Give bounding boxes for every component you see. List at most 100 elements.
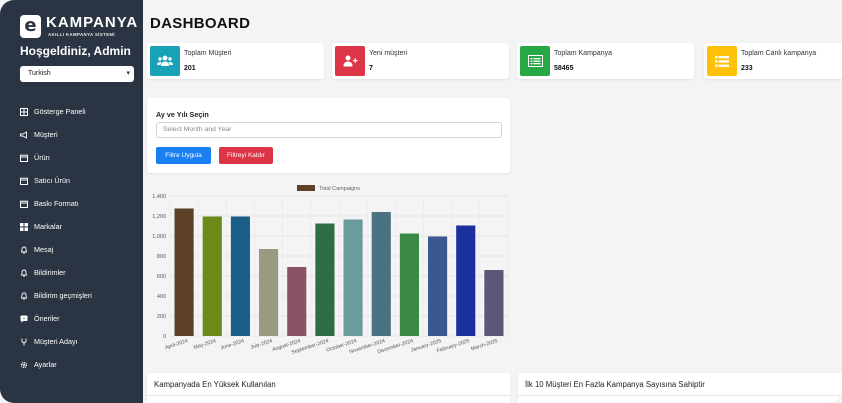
stat-label: Toplam Kampanya xyxy=(554,50,612,57)
user-plus-icon xyxy=(335,46,365,76)
top-used-campaign-title: Kampanyada En Yüksek Kullanılan xyxy=(154,380,276,389)
stat-label: Toplam Canlı kampanya xyxy=(741,50,817,57)
legend-label: Total Campaigns xyxy=(319,186,360,192)
chart-bars xyxy=(174,208,504,336)
card-divider xyxy=(518,395,842,396)
y-tick-label: 400 xyxy=(157,294,166,300)
chart-bar xyxy=(202,216,222,336)
chart-bar xyxy=(484,270,504,336)
dashboard-icon xyxy=(20,107,28,116)
sidebar-item-customer[interactable]: Müşteri xyxy=(0,123,143,146)
chart-bar xyxy=(399,233,419,336)
chart-bar xyxy=(456,225,476,336)
comment-icon xyxy=(20,315,28,323)
brand-logo-mark: e xyxy=(20,15,41,38)
x-tick-label: April-2024 xyxy=(164,338,188,351)
stat-value: 233 xyxy=(741,65,753,72)
sidebar-item-print-format[interactable]: Baskı Formatı xyxy=(0,192,143,215)
stat-card-total-customers[interactable]: Toplam Müşteri 201 xyxy=(147,43,324,79)
sidebar-item-lead[interactable]: Müşteri Adayı xyxy=(0,330,143,353)
x-tick-label: February-2025 xyxy=(436,338,470,354)
chart-bar xyxy=(230,216,250,336)
chart-bar xyxy=(287,267,307,336)
sidebar-item-seller-product[interactable]: Satıcı Ürün xyxy=(0,169,143,192)
stat-value: 201 xyxy=(184,65,196,72)
sidebar-item-label: Ayarlar xyxy=(34,360,57,369)
sidebar-item-message[interactable]: Mesaj xyxy=(0,238,143,261)
stat-label: Toplam Müşteri xyxy=(184,50,232,57)
sidebar-item-product[interactable]: Ürün xyxy=(0,146,143,169)
y-tick-label: 800 xyxy=(157,254,166,260)
stat-value: 7 xyxy=(369,65,373,72)
language-select[interactable]: Turkish ▾ xyxy=(20,66,134,82)
y-tick-label: 1,200 xyxy=(152,214,166,220)
stat-card-live-campaigns[interactable]: Toplam Canlı kampanya 233 xyxy=(704,43,842,79)
stat-label: Yeni müşteri xyxy=(369,50,408,57)
sidebar-item-label: Müşteri Adayı xyxy=(34,337,78,346)
language-select-value: Turkish xyxy=(28,70,51,77)
bell-icon xyxy=(20,269,28,277)
y-tick-label: 200 xyxy=(157,314,166,320)
calendar-icon xyxy=(20,154,28,162)
sidebar-item-label: Mesaj xyxy=(34,245,54,254)
month-year-input[interactable]: Select Month and Year xyxy=(156,122,502,138)
brand-logo[interactable]: e KAMPANYA AKILLI KAMPANYA SİSTEMİ xyxy=(20,13,140,41)
y-tick-label: 1,400 xyxy=(152,194,166,200)
chart-grid xyxy=(169,195,509,337)
sidebar-item-label: Satıcı Ürün xyxy=(34,176,70,185)
grid-icon xyxy=(20,222,28,231)
sidebar-item-label: Gösterge Paneli xyxy=(34,107,86,116)
top-customers-card: İlk 10 Müşteri En Fazla Kampanya Sayısın… xyxy=(518,373,842,403)
stat-card-total-campaigns[interactable]: Toplam Kampanya 58465 xyxy=(517,43,694,79)
filter-card: Ay ve Yılı Seçin Select Month and Year F… xyxy=(147,98,510,173)
fork-icon xyxy=(20,338,28,346)
welcome-text: Hoşgeldiniz, Admin xyxy=(20,44,131,58)
x-tick-label: June-2024 xyxy=(220,338,245,351)
sidebar-item-notification-history[interactable]: Bildirim geçmişleri xyxy=(0,284,143,307)
stat-value: 58465 xyxy=(554,65,574,72)
x-tick-label: May-2024 xyxy=(193,338,217,351)
card-divider xyxy=(147,395,510,396)
sidebar-item-dashboard[interactable]: Gösterge Paneli xyxy=(0,100,143,123)
legend-swatch xyxy=(297,185,315,191)
sidebar-item-brands[interactable]: Markalar xyxy=(0,215,143,238)
chart-bar xyxy=(174,208,194,336)
clear-filter-button[interactable]: Filtreyi Kaldır xyxy=(219,147,273,164)
x-tick-label: July-2024 xyxy=(250,338,273,351)
chart-y-ticks: 0 200 400 600 800 1,000 1,200 1,400 xyxy=(152,194,166,340)
chevron-down-icon: ▾ xyxy=(126,70,130,77)
main-content: DASHBOARD Toplam Müşteri 201 Yeni müşter… xyxy=(143,0,842,403)
sidebar-item-notifications[interactable]: Bildirimler xyxy=(0,261,143,284)
top-used-campaign-card: Kampanyada En Yüksek Kullanılan xyxy=(147,373,510,403)
sidebar-item-suggestions[interactable]: Öneriler xyxy=(0,307,143,330)
megaphone-icon xyxy=(20,130,28,139)
sidebar-item-label: Bildirimler xyxy=(34,268,66,277)
brand-tagline: AKILLI KAMPANYA SİSTEMİ xyxy=(48,32,115,37)
sidebar-item-label: Müşteri xyxy=(34,130,58,139)
x-tick-label: March-2025 xyxy=(470,338,498,352)
stat-card-new-customers[interactable]: Yeni müşteri 7 xyxy=(332,43,509,79)
sidebar-item-label: Baskı Formatı xyxy=(34,199,79,208)
y-tick-label: 0 xyxy=(163,334,166,340)
chart-bar xyxy=(259,249,279,336)
filter-title: Ay ve Yılı Seçin xyxy=(156,110,209,119)
chart-legend[interactable]: Total Campaigns xyxy=(297,185,360,192)
sidebar-nav: Gösterge Paneli Müşteri Ürün Satıcı Ürün… xyxy=(0,100,143,376)
list-alt-icon xyxy=(520,46,550,76)
y-tick-label: 600 xyxy=(157,274,166,280)
campaign-chart: 0 200 400 600 800 1,000 1,200 1,400 April-2024 M… xyxy=(147,176,510,366)
apply-filter-button[interactable]: Filtre Uygula xyxy=(156,147,211,164)
sidebar-item-settings[interactable]: Ayarlar xyxy=(0,353,143,376)
brand-name: KAMPANYA xyxy=(46,14,139,31)
chart-bar xyxy=(428,236,448,336)
bell-icon xyxy=(20,292,28,300)
sidebar-item-label: Öneriler xyxy=(34,314,60,323)
page-title: DASHBOARD xyxy=(150,15,251,32)
top-customers-title: İlk 10 Müşteri En Fazla Kampanya Sayısın… xyxy=(525,380,705,389)
chart-bar xyxy=(343,219,363,336)
sidebar-item-label: Bildirim geçmişleri xyxy=(34,291,92,300)
users-icon xyxy=(150,46,180,76)
calendar-icon xyxy=(20,177,28,185)
campaign-bar-chart: 0 200 400 600 800 1,000 1,200 1,400 April-2024 M… xyxy=(152,185,509,356)
y-tick-label: 1,000 xyxy=(152,234,166,240)
